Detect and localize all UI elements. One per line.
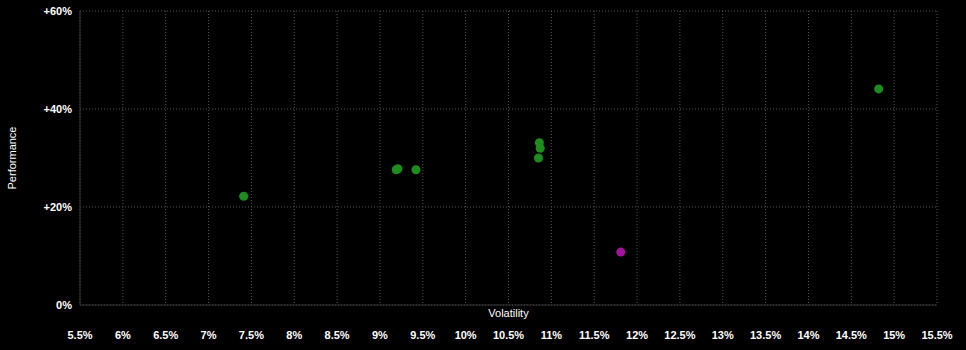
- svg-text:+20%: +20%: [44, 201, 73, 213]
- svg-text:8.5%: 8.5%: [325, 329, 350, 341]
- svg-text:12%: 12%: [626, 329, 648, 341]
- svg-text:+40%: +40%: [44, 103, 73, 115]
- svg-text:15.5%: 15.5%: [921, 329, 952, 341]
- svg-text:6%: 6%: [115, 329, 131, 341]
- svg-text:Volatility: Volatility: [488, 307, 529, 319]
- svg-text:8%: 8%: [286, 329, 302, 341]
- svg-text:+60%: +60%: [44, 5, 73, 17]
- svg-text:5.5%: 5.5%: [67, 329, 92, 341]
- svg-text:10%: 10%: [455, 329, 477, 341]
- svg-text:13%: 13%: [712, 329, 734, 341]
- svg-text:7.5%: 7.5%: [239, 329, 264, 341]
- svg-text:9%: 9%: [372, 329, 388, 341]
- svg-text:11%: 11%: [541, 329, 563, 341]
- svg-text:13.5%: 13.5%: [750, 329, 781, 341]
- svg-text:11.5%: 11.5%: [579, 329, 610, 341]
- svg-text:9.5%: 9.5%: [410, 329, 435, 341]
- svg-text:14%: 14%: [797, 329, 819, 341]
- svg-text:14.5%: 14.5%: [836, 329, 867, 341]
- svg-text:15%: 15%: [883, 329, 905, 341]
- svg-text:0%: 0%: [56, 299, 72, 311]
- svg-text:Performance: Performance: [8, 127, 18, 190]
- svg-text:10.5%: 10.5%: [493, 329, 524, 341]
- svg-text:6.5%: 6.5%: [153, 329, 178, 341]
- svg-text:12.5%: 12.5%: [664, 329, 695, 341]
- svg-text:7%: 7%: [201, 329, 217, 341]
